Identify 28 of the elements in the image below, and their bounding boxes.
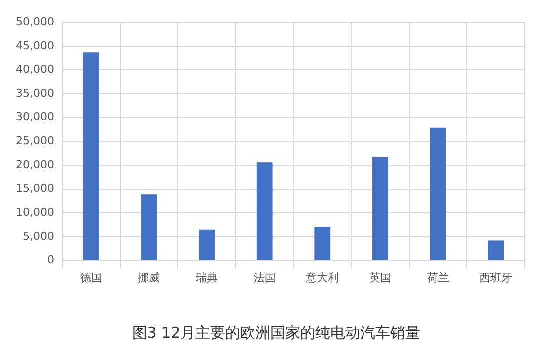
y-tick-label: 20,000: [16, 158, 54, 172]
x-tick-label: 挪威: [138, 271, 160, 284]
text: 图3 12月主要的欧洲国家的纯电动汽车销量: [131, 324, 422, 343]
y-tick-label: 50,000: [16, 15, 54, 28]
bar: [199, 230, 215, 260]
x-tick-label: 德国: [80, 271, 102, 284]
y-tick-label: 45,000: [16, 39, 54, 52]
y-tick-label: 40,000: [16, 63, 54, 76]
bar: [141, 194, 158, 260]
y-tick-label: 0: [47, 254, 54, 267]
y-tick-label: 30,000: [16, 110, 54, 124]
y-tick-label: 15,000: [16, 182, 54, 196]
bar: [430, 128, 446, 260]
y-tick-label: 25,000: [16, 134, 54, 148]
x-tick-label: 瑞典: [196, 271, 218, 284]
y-tick-label: 5,000: [22, 230, 54, 243]
bar: [372, 157, 388, 260]
x-tick-label: 西班牙: [480, 271, 513, 284]
x-tick-label: 法国: [254, 271, 276, 284]
x-tick-label: 意大利: [305, 271, 340, 284]
bar: [488, 240, 504, 260]
bar: [314, 226, 331, 260]
bar: [83, 52, 100, 260]
bar: [256, 162, 273, 260]
x-tick-label: 荷兰: [427, 271, 450, 284]
y-tick-label: 35,000: [16, 86, 54, 100]
y-tick-label: 10,000: [16, 206, 54, 220]
x-tick-label: 英国: [369, 271, 392, 284]
